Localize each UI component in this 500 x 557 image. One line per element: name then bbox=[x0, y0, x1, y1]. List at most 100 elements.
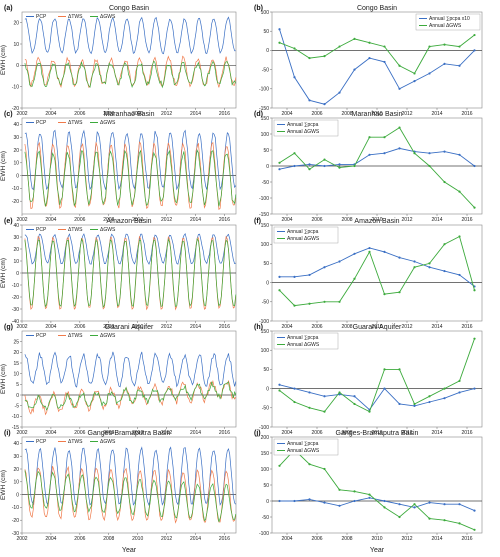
legend-box bbox=[273, 226, 339, 244]
legend-entry: ΔGWS bbox=[100, 120, 116, 126]
legend-box bbox=[273, 332, 339, 350]
annual-gws-point bbox=[278, 389, 281, 392]
annual-pcpa-point bbox=[413, 260, 416, 263]
y-tick-label: -150 bbox=[259, 106, 269, 112]
legend-entry: Annual ΔGWS bbox=[287, 448, 320, 454]
y-tick-label: 10 bbox=[13, 259, 19, 265]
x-tick-label: 2014 bbox=[190, 217, 201, 223]
annual-gws-point bbox=[293, 47, 296, 50]
panel-b: Congo Basin (b) -150 -100 -50 0 50 100 2004 2006 2… bbox=[254, 5, 483, 117]
annual-pcpa-point bbox=[293, 164, 296, 168]
y-tick-label: -40 bbox=[12, 319, 19, 325]
tws-series-line bbox=[24, 465, 237, 524]
x-tick-label: 2006 bbox=[311, 217, 322, 223]
x-tick-label: 2010 bbox=[132, 430, 143, 436]
annual-pcpa-point bbox=[368, 56, 371, 60]
x-tick-label: 2010 bbox=[132, 217, 143, 223]
annual-gws-point bbox=[458, 190, 461, 193]
annual-pcpa-point bbox=[398, 402, 401, 406]
annual-gws-point bbox=[413, 72, 416, 75]
x-tick-label: 2016 bbox=[461, 430, 472, 436]
x-axis-label-left: Year bbox=[122, 547, 137, 554]
x-tick-label: 2016 bbox=[219, 536, 230, 542]
x-tick-label: 2008 bbox=[341, 217, 352, 223]
legend-entry: ΔTWS bbox=[68, 333, 83, 339]
annual-pcpa-point bbox=[428, 266, 431, 269]
x-tick-label: 2002 bbox=[16, 111, 27, 117]
x-tick-label: 2004 bbox=[45, 111, 56, 117]
y-tick-label: -150 bbox=[259, 212, 269, 218]
y-tick-label: -30 bbox=[12, 531, 19, 537]
x-tick-label: 2004 bbox=[281, 430, 292, 436]
x-tick-label: 2014 bbox=[431, 324, 442, 330]
annual-gws-point bbox=[368, 250, 371, 253]
legend-box bbox=[415, 13, 481, 31]
annual-pcpa-point bbox=[428, 72, 431, 75]
annual-pcpa-point bbox=[323, 266, 326, 269]
legend-entry: Annual ΔGWS bbox=[429, 23, 462, 29]
annual-pcpa-point bbox=[323, 501, 326, 504]
panel-f: Amazon Basin (f) -100 -50 0 50 100 150 2004 2006 2… bbox=[254, 218, 483, 330]
annual-gws-point bbox=[443, 43, 446, 46]
y-tick-label: 10 bbox=[13, 161, 19, 167]
annual-pcpa-line bbox=[279, 497, 475, 512]
x-tick-label: 2014 bbox=[431, 430, 442, 436]
annual-pcpa-point bbox=[293, 76, 296, 79]
legend-entry: PCP bbox=[36, 227, 47, 233]
x-tick-label: 2004 bbox=[45, 430, 56, 436]
y-tick-label: 30 bbox=[13, 235, 19, 241]
y-tick-label: 0 bbox=[266, 386, 269, 392]
annual-pcpa-point bbox=[398, 503, 401, 506]
panel-label: (a) bbox=[4, 5, 13, 12]
x-tick-label: 2010 bbox=[371, 430, 382, 436]
plot-frame bbox=[21, 436, 237, 534]
x-tick-label: 2008 bbox=[103, 324, 114, 330]
annual-pcpa-point bbox=[458, 153, 461, 156]
y-tick-label: 30 bbox=[13, 454, 19, 460]
annual-pcpa-point bbox=[443, 503, 446, 506]
panel-label: (e) bbox=[4, 218, 13, 225]
annual-gws-point bbox=[293, 400, 296, 404]
annual-gws-point bbox=[323, 467, 326, 471]
y-axis-label: EWH (cm) bbox=[0, 258, 7, 288]
x-tick-label: 2008 bbox=[341, 536, 352, 542]
annual-pcpa-point bbox=[278, 499, 281, 503]
x-tick-label: 2012 bbox=[161, 324, 172, 330]
x-tick-label: 2010 bbox=[132, 324, 143, 330]
annual-pcpa-point bbox=[338, 163, 341, 166]
x-tick-label: 2014 bbox=[431, 536, 442, 542]
legend-entry: PCP bbox=[36, 14, 47, 20]
x-tick-label: 2008 bbox=[103, 430, 114, 436]
pcp-series-line bbox=[24, 446, 237, 507]
x-tick-label: 2002 bbox=[16, 430, 27, 436]
x-tick-label: 2006 bbox=[311, 430, 322, 436]
panel-label: (b) bbox=[254, 5, 263, 12]
y-tick-label: -50 bbox=[262, 180, 269, 186]
annual-pcpa-point bbox=[443, 397, 446, 400]
x-tick-label: 2002 bbox=[16, 217, 27, 223]
annual-pcpa-point bbox=[308, 391, 311, 394]
x-tick-label: 2012 bbox=[161, 111, 172, 117]
annual-gws-point bbox=[428, 45, 431, 48]
annual-pcpa-point bbox=[383, 152, 386, 155]
annual-gws-point bbox=[293, 152, 296, 155]
y-tick-label: 30 bbox=[13, 135, 19, 141]
y-tick-label: 10 bbox=[13, 371, 19, 377]
x-tick-label: 2016 bbox=[461, 217, 472, 223]
pcp-series-line bbox=[24, 129, 237, 191]
annual-pcpa-point bbox=[278, 275, 281, 278]
y-tick-label: 200 bbox=[261, 435, 270, 441]
annual-gws-point bbox=[368, 410, 371, 413]
y-tick-label: 150 bbox=[261, 223, 270, 229]
legend-entry: ΔGWS bbox=[100, 439, 116, 445]
annual-gws-point bbox=[278, 289, 281, 292]
annual-pcpa-point bbox=[443, 150, 446, 153]
y-tick-label: 20 bbox=[13, 247, 19, 253]
legend-entry: Annual ΔGWS bbox=[287, 342, 320, 348]
x-tick-label: 2016 bbox=[461, 324, 472, 330]
legend-entry: ΔTWS bbox=[68, 14, 83, 20]
annual-gws-line bbox=[279, 126, 475, 208]
x-tick-label: 2014 bbox=[190, 536, 201, 542]
annual-pcpa-point bbox=[353, 252, 356, 255]
panel-title: Maranhao Basin bbox=[352, 111, 403, 118]
